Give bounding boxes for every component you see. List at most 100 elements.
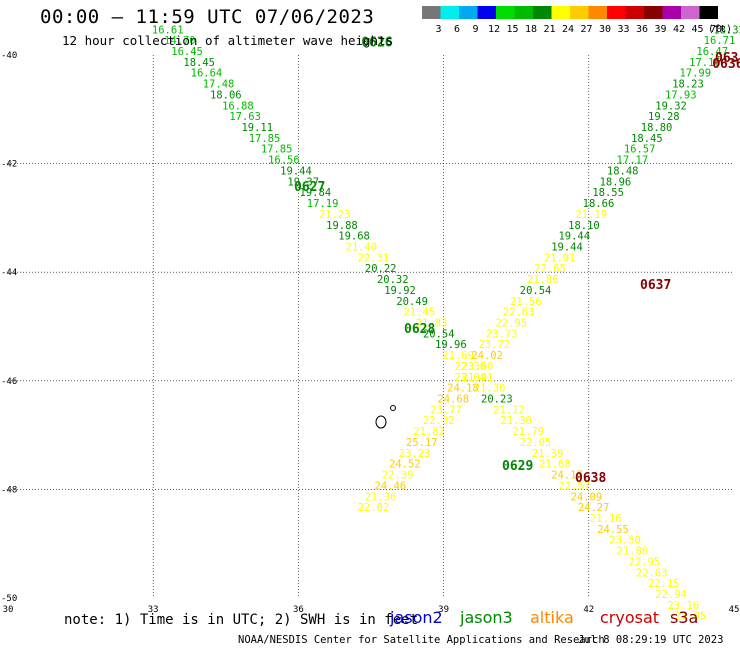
swh-value-label: 18.23	[672, 79, 704, 91]
swh-value-label: 22.57	[558, 480, 590, 492]
scale-tick-label: 45	[691, 24, 703, 35]
scale-swatch	[422, 6, 441, 19]
scale-tick-label: 33	[617, 24, 629, 35]
scale-tick-label: 9	[472, 24, 478, 35]
swh-value-label: 21.19	[575, 209, 607, 221]
x-tick-label: 36	[293, 605, 304, 615]
scale-swatch	[662, 6, 681, 19]
swh-value-label: 21.69	[442, 350, 474, 362]
swh-value-label: 23.50	[609, 535, 641, 547]
swh-value-label: 17.99	[679, 68, 711, 80]
swh-value-label: 24.68	[437, 394, 469, 406]
scale-tick-label: 24	[562, 24, 574, 35]
scale-tick-label: 3	[435, 24, 441, 35]
swh-value-label: 22.95	[496, 318, 528, 330]
swh-value-label: 18.10	[568, 220, 600, 232]
swh-value-label: 17.93	[665, 89, 697, 101]
swh-value-label: 21.91	[462, 372, 494, 384]
swh-value-label: 19.88	[326, 220, 358, 232]
swh-value-label: 22.94	[655, 589, 687, 601]
swh-value-label: 19.37	[287, 176, 319, 188]
swh-value-label: 16.57	[624, 144, 656, 156]
swh-value-label: 16.47	[696, 46, 728, 58]
swh-value-label: 16.71	[704, 35, 736, 47]
swh-value-label: 18.32	[713, 24, 740, 36]
swh-value-label: 24.02	[471, 350, 503, 362]
scale-swatch	[440, 6, 459, 19]
scale-swatch	[625, 6, 644, 19]
swh-value-label: 16.45	[171, 46, 203, 58]
mission-cryosat: cryosat	[600, 608, 660, 627]
swh-value-label: 24.09	[571, 491, 603, 503]
track-time-label: 063	[715, 51, 738, 66]
track-time-label: 0636	[712, 57, 740, 72]
x-tick-label: 42	[583, 605, 594, 615]
scale-tick-label: 18	[525, 24, 537, 35]
mission-jason3: jason3	[460, 608, 513, 627]
swh-value-label: 25.17	[406, 437, 438, 449]
swh-value-label: 21.16	[590, 513, 622, 525]
swh-value-label: 22.15	[648, 578, 680, 590]
scale-swatch	[644, 6, 663, 19]
swh-value-label: 14.70	[164, 35, 196, 47]
swh-value-label: 16.64	[191, 68, 223, 80]
swh-value-label: 16.61	[152, 24, 184, 36]
swh-value-label: 20.54	[520, 285, 552, 297]
swh-value-label: 20.32	[377, 274, 409, 286]
swh-value-label: 17.48	[203, 79, 235, 91]
swh-value-label: 19.28	[648, 111, 680, 123]
swh-value-label: 22.95	[629, 556, 661, 568]
swh-value-label: 21.83	[416, 318, 448, 330]
scale-swatch	[588, 6, 607, 19]
swh-value-label: 21.82	[413, 426, 445, 438]
swh-value-label: 20.49	[396, 296, 428, 308]
x-tick-label: 39	[438, 605, 449, 615]
scale-swatch	[514, 6, 533, 19]
swh-value-label: 16.88	[222, 100, 254, 112]
swh-value-label: 23.00	[462, 361, 494, 373]
swh-value-label: 21.56	[510, 296, 542, 308]
scale-tick-label: 15	[506, 24, 518, 35]
swh-value-label: 19.11	[241, 122, 273, 134]
swh-value-label: 19.44	[551, 241, 583, 253]
swh-value-label: 22.39	[382, 470, 414, 482]
swh-value-label: 19.84	[300, 187, 332, 199]
swh-value-label: 16.56	[268, 155, 300, 167]
swh-value-label: 23.72	[479, 339, 511, 351]
credit-text: NOAA/NESDIS Center for Satellite Applica…	[238, 634, 605, 646]
y-tick-label: -50	[1, 594, 17, 604]
swh-value-label: 21.30	[500, 415, 532, 427]
swh-value-label: 17.63	[229, 111, 261, 123]
swh-value-label: 23.05	[675, 611, 707, 623]
scale-swatch	[496, 6, 515, 19]
scale-swatch	[459, 6, 478, 19]
scale-tick-label: 27	[580, 24, 592, 35]
island-outline	[390, 405, 396, 411]
scale-tick-label: 12	[488, 24, 500, 35]
scale-tick-label: 6	[454, 24, 460, 35]
y-tick-label: -42	[1, 160, 17, 170]
color-scale-legend: 3 6 9 12 15 18 21 24 27 30 33 36 39 42 45 70(ft)	[422, 6, 732, 35]
swh-value-label: 21.79	[512, 426, 544, 438]
swh-value-label: 23.77	[430, 404, 462, 416]
scale-tick-label: 21	[543, 24, 555, 35]
x-tick-label: 33	[148, 605, 159, 615]
y-tick-label: -48	[1, 485, 17, 495]
credit-timestamp: Jul 8 08:29:19 UTC 2023	[578, 634, 724, 646]
swh-value-label: 18.45	[183, 57, 215, 69]
swh-value-label: 20.23	[481, 394, 513, 406]
swh-value-label: 19.96	[435, 339, 467, 351]
swh-value-label: 22.63	[503, 307, 535, 319]
swh-value-label: 23.04	[454, 372, 486, 384]
swh-value-label: 24.27	[578, 502, 610, 514]
swh-value-label: 18.55	[592, 187, 624, 199]
swh-value-label: 22.63	[636, 567, 668, 579]
scale-unit-label: (ft)	[708, 24, 732, 35]
track-time-label: 0629	[502, 459, 533, 474]
mission-jason2: jason2	[390, 608, 443, 627]
scale-tick-label: 70	[710, 24, 722, 35]
swh-value-label: 21.68	[539, 459, 571, 471]
swh-value-label: 20.54	[423, 328, 455, 340]
swh-value-label: 22.02	[358, 502, 390, 514]
swh-value-label: 23.16	[667, 600, 699, 612]
